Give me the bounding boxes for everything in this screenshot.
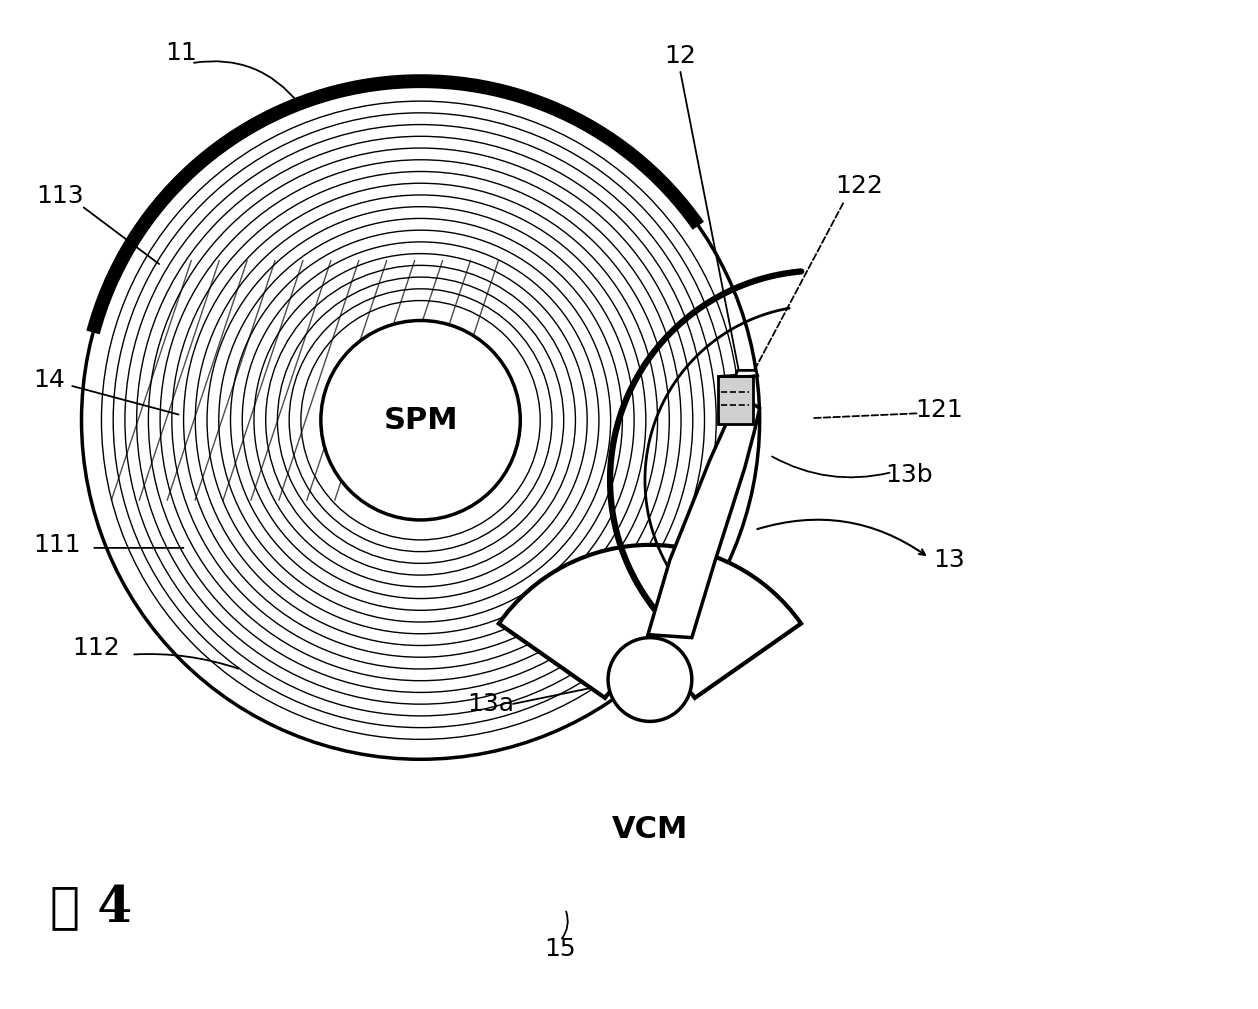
Polygon shape [720,370,757,376]
Text: 113: 113 [35,184,83,208]
Text: 111: 111 [33,533,81,557]
Text: VCM: VCM [611,814,688,844]
Text: 122: 122 [835,174,883,198]
Text: SPM: SPM [384,406,458,435]
Wedge shape [499,545,801,698]
Text: 12: 12 [664,44,696,69]
Circle shape [82,81,760,760]
Text: 13: 13 [933,548,965,572]
Text: 14: 14 [34,368,65,393]
Text: 11: 11 [165,41,198,66]
Text: 图 4: 图 4 [50,884,132,933]
Text: 15: 15 [545,936,576,961]
Text: 112: 112 [73,636,121,660]
Text: 13a: 13a [467,692,513,716]
Bar [718,376,752,424]
Polygon shape [648,396,760,638]
Text: 13b: 13b [886,463,933,487]
Text: 121: 121 [916,399,964,422]
Circle shape [321,321,521,520]
Circle shape [608,638,692,721]
